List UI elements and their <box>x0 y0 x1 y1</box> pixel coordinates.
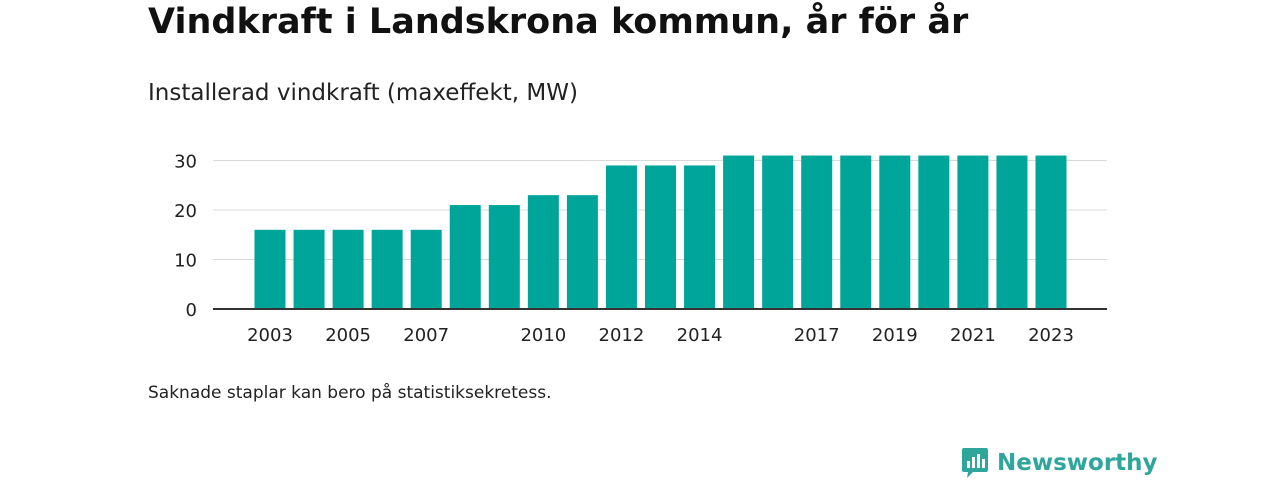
x-tick-label: 2005 <box>325 325 371 346</box>
bar <box>254 229 286 309</box>
bar <box>684 165 716 309</box>
x-tick-label: 2012 <box>599 325 645 346</box>
bar <box>527 195 559 309</box>
bar <box>488 205 520 309</box>
y-tick-label: 0 <box>186 300 197 321</box>
x-tick-label: 2021 <box>950 325 996 346</box>
bar <box>918 155 950 309</box>
bar <box>566 195 598 309</box>
footnote: Saknade staplar kan bero på statistiksek… <box>148 383 552 403</box>
brand-logo: Newsworthy <box>961 446 1158 480</box>
bar <box>293 229 325 309</box>
brand-name: Newsworthy <box>997 450 1158 476</box>
x-tick-label: 2003 <box>247 325 293 346</box>
newsworthy-logo-icon <box>962 448 988 478</box>
x-tick-label: 2017 <box>794 325 840 346</box>
bar <box>957 155 989 309</box>
x-tick-label: 2007 <box>403 325 449 346</box>
x-tick-label: 2023 <box>1028 325 1074 346</box>
x-tick-label: 2019 <box>872 325 918 346</box>
x-tick-label: 2010 <box>520 325 566 346</box>
x-tick-label: 2014 <box>677 325 723 346</box>
bar-chart: 0 10 20 30 2003 2005 2007 2010 2012 2014 2017 2019 2… <box>174 152 1107 346</box>
bar <box>723 155 755 309</box>
y-tick-label: 30 <box>174 152 197 173</box>
bar <box>996 155 1028 309</box>
bar <box>801 155 833 309</box>
y-tick-label: 10 <box>174 251 197 272</box>
bar <box>371 229 403 309</box>
bar <box>645 165 676 309</box>
bar <box>879 155 911 309</box>
bar <box>332 229 364 309</box>
bar <box>449 205 481 309</box>
bar <box>1035 155 1067 309</box>
chart-subtitle: Installerad vindkraft (maxeffekt, MW) <box>148 80 578 106</box>
bar <box>840 155 872 309</box>
chart-title: Vindkraft i Landskrona kommun, år för år <box>148 2 969 42</box>
bar <box>410 229 442 309</box>
bar <box>762 155 794 309</box>
y-tick-label: 20 <box>174 201 197 222</box>
bar <box>605 165 637 309</box>
